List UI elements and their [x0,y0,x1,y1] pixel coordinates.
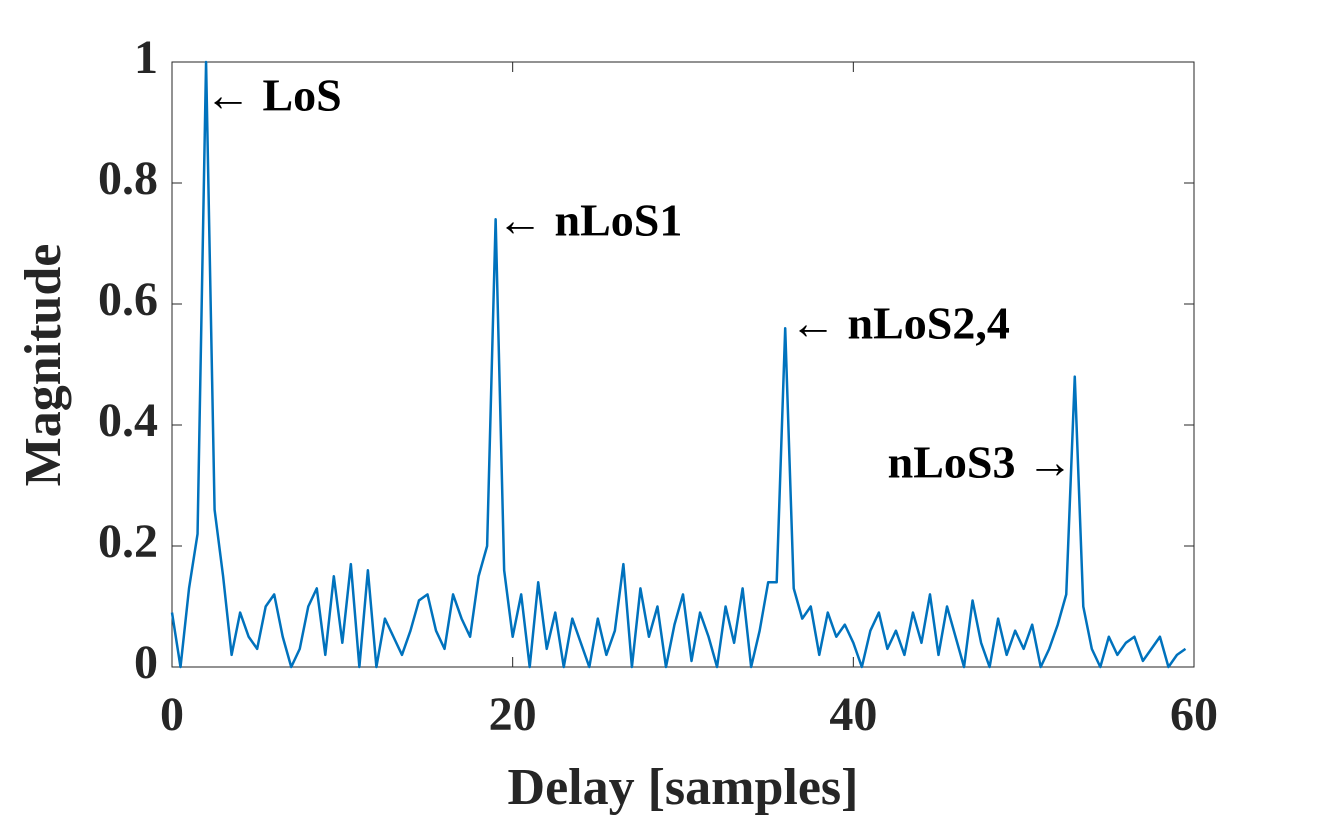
annotation: ← nLoS2,4 [790,298,1010,349]
x-axis-label: Delay [samples] [508,759,859,816]
line [170,60,1187,669]
y-tick-label: 0.6 [98,273,158,326]
y-tick-label: 0 [134,636,158,689]
annotation: ← nLoS1 [497,195,682,246]
y-tick-label: 0.2 [98,515,158,568]
annotation: nLoS3 → [888,437,1073,488]
y-tick-label: 0.4 [98,394,158,447]
x-tick-label: 0 [160,688,184,741]
plot-area [171,61,1195,668]
annotation: ← LoS [205,70,342,121]
y-tick-label: 0.8 [98,152,158,205]
x-tick-label: 40 [829,688,877,741]
x-tick-label: 20 [489,688,537,741]
y-axis-label: Magnitude [15,244,72,487]
y-tick-label: 1 [134,31,158,84]
x-tick-label: 60 [1170,688,1218,741]
